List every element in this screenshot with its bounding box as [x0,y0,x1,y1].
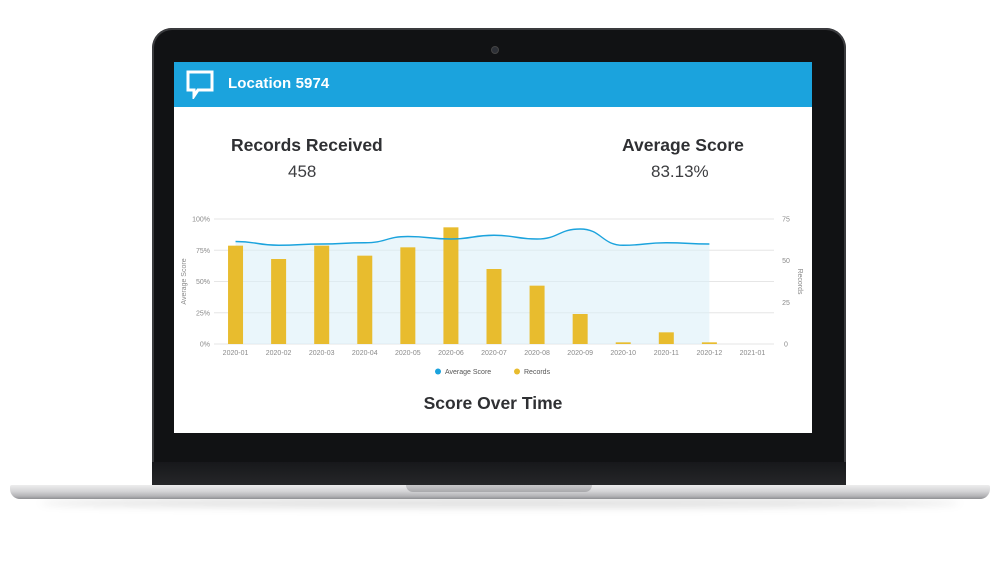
records-bar [529,285,545,344]
records-received-value: 458 [288,162,317,181]
y2-tick-label: 25 [782,300,790,307]
records-received-label: Records Received [231,135,383,155]
legend-records-marker [514,368,520,375]
chart-title: Score Over Time [423,393,563,413]
records-bar [271,259,287,344]
laptop-base [10,485,990,499]
average-score-line [235,228,710,246]
y2-tick-label: 75 [782,217,790,224]
records-bar [658,332,674,344]
x-tick-label: 2020-04 [352,350,378,357]
records-bar [357,255,373,344]
y2-tick-label: 0 [784,342,788,349]
location-title: Location 5974 [228,75,330,92]
x-tick-label: 2020-08 [524,350,550,357]
y2-axis-title: Records [796,268,803,295]
average-score-value: 83.13% [651,162,709,181]
legend-average-score-marker [435,368,441,375]
records-bar [486,269,502,344]
average-score-area [235,229,710,344]
app-screen: Location 5974 Records Received 458 Avera… [174,62,812,433]
x-tick-label: 2021-01 [740,350,766,357]
x-tick-label: 2020-10 [610,350,636,357]
x-tick-label: 2020-11 [654,350,679,357]
laptop-bezel-bottom [152,462,846,486]
app-header: Location 5974 [174,62,812,107]
chat-bubble-logo-icon[interactable] [186,70,214,99]
x-tick-label: 2020-06 [438,350,464,357]
x-tick-label: 2020-02 [266,350,292,357]
records-bar [314,245,330,344]
laptop-notch [406,485,592,492]
x-tick-label: 2020-07 [481,350,507,357]
x-tick-label: 2020-05 [395,350,421,357]
records-bar [701,342,717,344]
records-bar [400,247,416,344]
x-tick-label: 2020-03 [309,350,335,357]
y-tick-label: 25% [196,310,210,317]
records-bar [228,245,244,344]
records-bar [572,314,588,344]
laptop-shadow [40,498,960,508]
x-tick-label: 2020-01 [223,350,249,357]
score-over-time-chart: 0% 25% 50% 75% 100% 0 25 50 75 Average Score Recor… [181,217,803,377]
webcam [491,46,499,54]
y-tick-label: 75% [196,248,210,255]
y-tick-label: 0% [200,342,210,349]
y2-tick-label: 50 [782,258,790,265]
y-axis-title: Average Score [181,258,188,304]
x-tick-label: 2020-09 [567,350,593,357]
legend-average-score-label: Average Score [445,369,491,376]
records-bar [443,227,459,344]
records-bar [615,342,631,344]
y-tick-label: 100% [192,217,210,224]
y-tick-label: 50% [196,279,210,286]
legend-records-label: Records [524,369,551,376]
x-tick-label: 2020-12 [697,350,723,357]
average-score-label: Average Score [622,135,744,155]
